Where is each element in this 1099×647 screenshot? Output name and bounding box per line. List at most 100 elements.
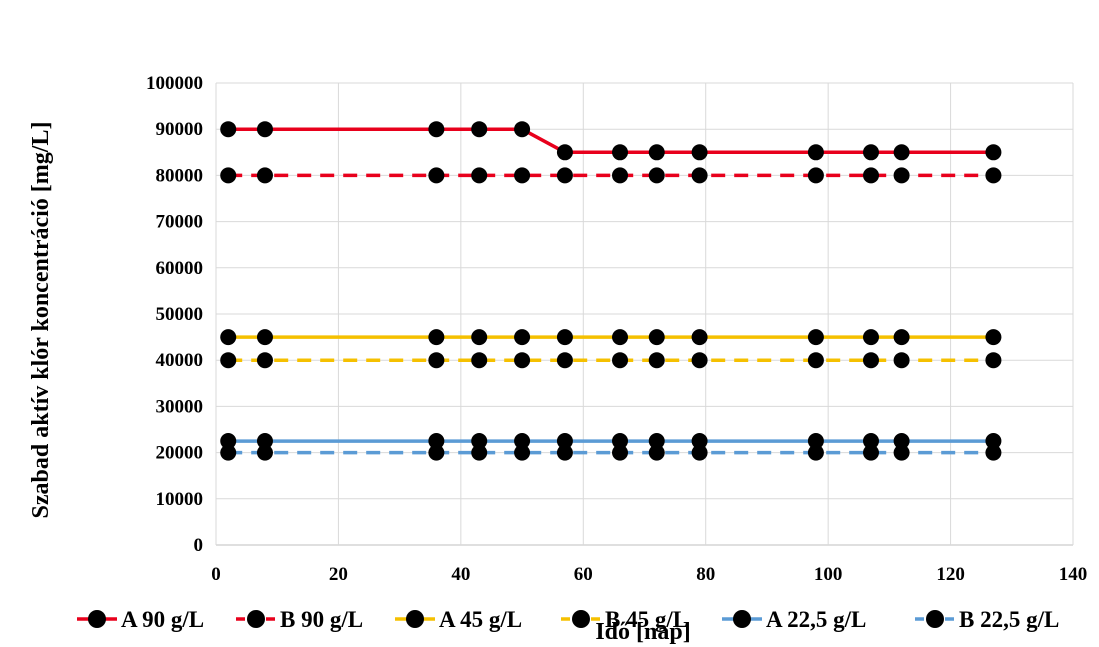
legend-marker: [88, 610, 106, 628]
legend-label: B 22,5 g/L: [959, 607, 1059, 632]
y-tick-label: 30000: [156, 396, 204, 417]
data-point: [471, 329, 488, 346]
legend-label: B 45 g/L: [605, 607, 688, 632]
x-tick-label: 40: [451, 564, 470, 585]
legend-label: A 45 g/L: [439, 607, 522, 632]
legend-marker: [733, 610, 751, 628]
x-axis-title: Idő [nap]: [595, 619, 690, 645]
data-point: [556, 329, 573, 346]
data-point: [471, 352, 488, 369]
data-point: [807, 144, 824, 161]
data-point: [648, 433, 665, 450]
data-point: [428, 444, 445, 461]
y-tick-label: 40000: [156, 350, 204, 371]
data-point: [220, 329, 237, 346]
data-point: [556, 433, 573, 450]
data-point: [691, 444, 708, 461]
data-point: [612, 433, 629, 450]
data-point: [556, 144, 573, 161]
data-point: [428, 433, 445, 450]
data-point: [220, 433, 237, 450]
x-tick-label: 60: [574, 564, 593, 585]
series-points: [220, 121, 1002, 461]
data-point: [514, 433, 531, 450]
data-point: [220, 352, 237, 369]
data-point: [556, 444, 573, 461]
y-tick-label: 80000: [156, 165, 204, 186]
data-point: [556, 167, 573, 184]
data-point: [893, 352, 910, 369]
legend-label: A 22,5 g/L: [766, 607, 866, 632]
legend: A 90 g/L B 90 g/L A 45 g/L B 45 g/L A 22,5 g…: [77, 607, 1059, 632]
data-point: [648, 444, 665, 461]
x-tick-label: 80: [696, 564, 715, 585]
x-tick-label: 100: [814, 564, 843, 585]
x-tick-label: 0: [211, 564, 221, 585]
data-point: [256, 352, 273, 369]
x-tick-label: 120: [936, 564, 965, 585]
data-point: [612, 352, 629, 369]
data-point: [612, 444, 629, 461]
data-point: [985, 329, 1002, 346]
data-point: [648, 144, 665, 161]
y-tick-label: 50000: [156, 304, 204, 325]
x-tick-label: 140: [1059, 564, 1088, 585]
x-tick-label: 20: [329, 564, 348, 585]
y-tick-label: 70000: [156, 212, 204, 233]
data-point: [428, 167, 445, 184]
data-point: [471, 121, 488, 138]
legend-marker: [926, 610, 944, 628]
data-point: [256, 444, 273, 461]
data-point: [471, 433, 488, 450]
data-point: [220, 167, 237, 184]
y-tick-label: 20000: [156, 443, 204, 464]
data-point: [893, 167, 910, 184]
data-point: [893, 329, 910, 346]
data-point: [471, 444, 488, 461]
x-axis-ticks: 0 20 40 60 80 100 120 140: [211, 564, 1087, 585]
data-point: [862, 167, 879, 184]
data-point: [514, 329, 531, 346]
data-point: [556, 352, 573, 369]
data-point: [612, 144, 629, 161]
data-point: [807, 444, 824, 461]
data-point: [428, 352, 445, 369]
data-point: [691, 352, 708, 369]
data-point: [985, 144, 1002, 161]
data-point: [862, 352, 879, 369]
legend-label: B 90 g/L: [280, 607, 363, 632]
series-line-1: [228, 127, 994, 155]
y-tick-label: 60000: [156, 258, 204, 279]
data-point: [514, 444, 531, 461]
data-point: [514, 167, 531, 184]
data-point: [985, 433, 1002, 450]
data-point: [985, 444, 1002, 461]
legend-marker: [406, 610, 424, 628]
data-point: [893, 444, 910, 461]
data-point: [862, 144, 879, 161]
data-point: [514, 352, 531, 369]
data-point: [862, 329, 879, 346]
data-point: [648, 329, 665, 346]
legend-marker: [247, 610, 265, 628]
data-point: [985, 167, 1002, 184]
data-point: [807, 352, 824, 369]
legend-label: A 90 g/L: [121, 607, 204, 632]
data-point: [471, 167, 488, 184]
y-axis-title: Szabad aktív klór koncentráció [mg/L]: [28, 122, 54, 519]
data-point: [612, 167, 629, 184]
data-point: [691, 433, 708, 450]
data-point: [691, 329, 708, 346]
data-point: [893, 144, 910, 161]
data-point: [893, 433, 910, 450]
data-point: [648, 167, 665, 184]
data-point: [256, 329, 273, 346]
y-tick-label: 0: [194, 535, 204, 556]
data-point: [807, 167, 824, 184]
data-point: [691, 144, 708, 161]
data-point: [220, 444, 237, 461]
y-tick-label: 10000: [156, 489, 204, 510]
data-point: [256, 121, 273, 138]
data-point: [428, 121, 445, 138]
